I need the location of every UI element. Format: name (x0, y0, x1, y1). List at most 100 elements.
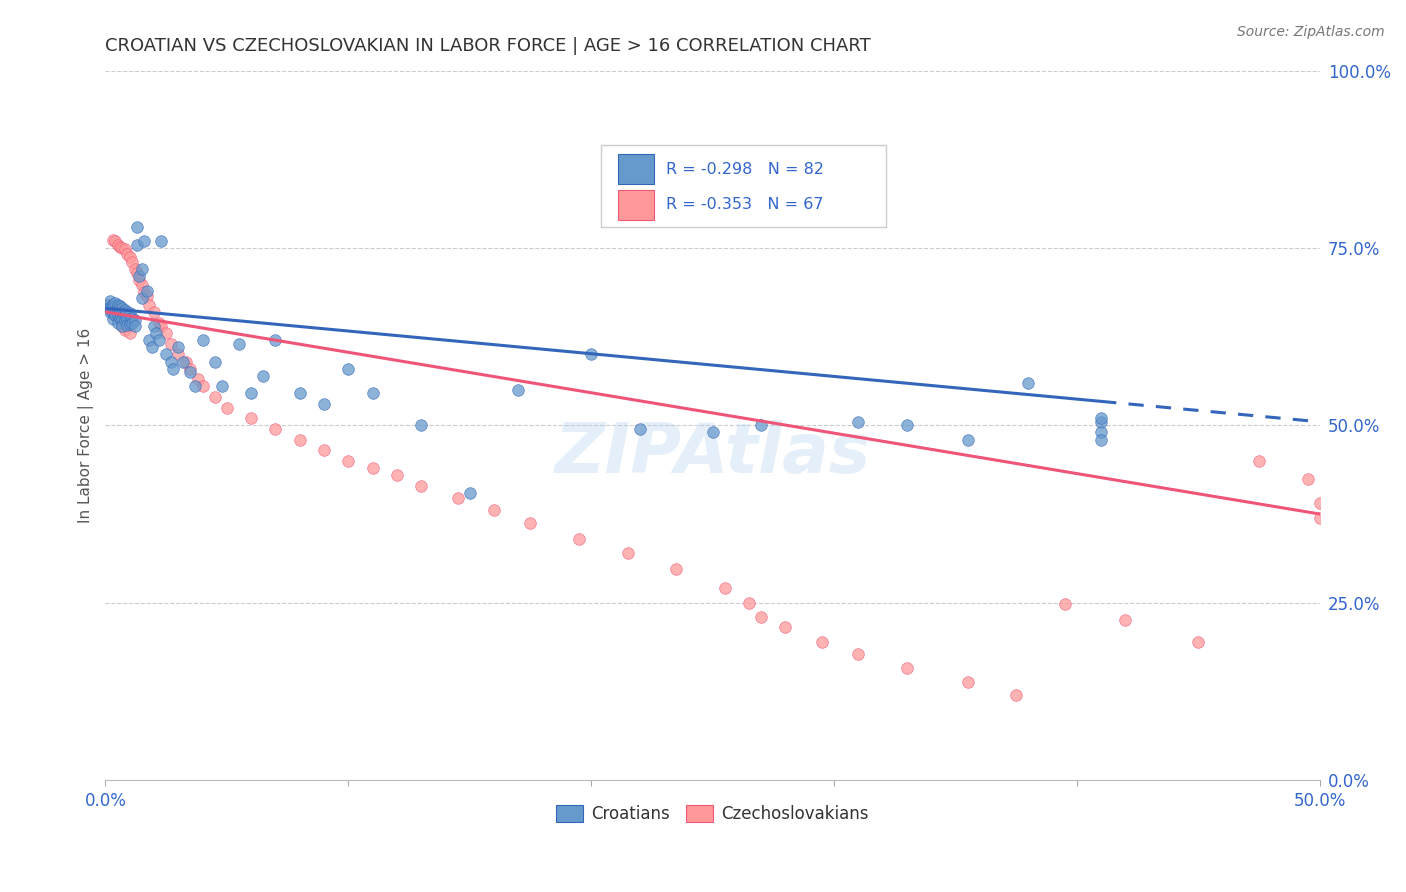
Point (749, 418, 772, 433)
FancyBboxPatch shape (617, 154, 654, 185)
Point (211, 379, 233, 393)
Point (1114, 613, 1136, 627)
Point (264, 422, 287, 436)
Point (155, 326, 177, 340)
Point (204, 354, 226, 368)
Point (1005, 688, 1028, 702)
Point (187, 372, 209, 386)
Point (409, 478, 432, 492)
Point (134, 285, 156, 299)
Point (1090, 425, 1112, 440)
Point (118, 306, 141, 320)
Point (288, 433, 311, 447)
Point (101, 301, 124, 316)
Point (191, 379, 214, 393)
Text: R = -0.353   N = 67: R = -0.353 N = 67 (666, 197, 824, 212)
Point (337, 454, 360, 468)
Point (101, 298, 124, 312)
Point (896, 661, 918, 675)
Point (846, 647, 869, 661)
Point (1296, 471, 1319, 485)
Point (167, 340, 190, 354)
Point (125, 266, 148, 280)
Point (121, 310, 143, 325)
Point (191, 333, 214, 347)
Point (118, 312, 141, 326)
Point (228, 336, 250, 351)
Point (337, 361, 360, 376)
Point (150, 234, 173, 248)
Point (131, 262, 153, 277)
Point (1053, 597, 1076, 611)
Point (125, 237, 148, 252)
Point (1247, 454, 1270, 468)
Point (118, 317, 141, 331)
Point (1017, 376, 1039, 390)
Point (160, 354, 183, 368)
Point (101, 312, 124, 326)
Point (616, 546, 638, 560)
Point (114, 309, 136, 323)
Point (101, 301, 124, 316)
Point (135, 289, 157, 303)
Point (167, 347, 190, 361)
Point (98, 294, 121, 309)
Point (519, 516, 541, 531)
Point (111, 319, 134, 334)
Point (115, 312, 138, 326)
Point (114, 243, 136, 257)
Point (160, 336, 183, 351)
Point (107, 302, 129, 317)
Point (361, 386, 384, 401)
Point (108, 313, 131, 327)
Point (107, 237, 129, 252)
Point (150, 319, 173, 334)
Point (174, 354, 197, 368)
Point (128, 273, 150, 287)
Point (118, 250, 141, 264)
Point (148, 316, 170, 330)
Point (148, 333, 170, 347)
Point (97, 298, 120, 312)
Point (108, 305, 131, 319)
Point (111, 306, 134, 320)
Point (172, 354, 194, 368)
Point (179, 361, 201, 376)
Point (101, 233, 124, 247)
Text: ZIPAtlas: ZIPAtlas (554, 420, 870, 487)
Point (114, 313, 136, 327)
Point (184, 379, 207, 393)
Point (1309, 496, 1331, 510)
Point (128, 269, 150, 284)
Point (775, 620, 797, 634)
Point (240, 386, 263, 401)
Point (108, 239, 131, 253)
Point (665, 561, 688, 575)
Point (111, 312, 134, 326)
Point (162, 361, 184, 376)
Point (114, 323, 136, 337)
Point (111, 301, 134, 316)
Point (288, 386, 311, 401)
Point (240, 411, 263, 425)
Point (738, 596, 761, 610)
Point (458, 485, 481, 500)
Point (115, 246, 138, 260)
Point (811, 634, 834, 648)
Point (97, 298, 120, 312)
Text: CROATIAN VS CZECHOSLOVAKIAN IN LABOR FORCE | AGE > 16 CORRELATION CHART: CROATIAN VS CZECHOSLOVAKIAN IN LABOR FOR… (105, 37, 872, 55)
Legend: Croatians, Czechoslovakians: Croatians, Czechoslovakians (550, 798, 876, 830)
Point (124, 313, 146, 327)
Point (141, 340, 163, 354)
Point (107, 298, 129, 312)
Point (1090, 433, 1112, 447)
Point (111, 319, 134, 334)
Point (1090, 411, 1112, 425)
Point (155, 347, 177, 361)
Point (104, 309, 127, 323)
Point (702, 425, 724, 440)
Point (446, 491, 468, 505)
Point (145, 326, 167, 340)
Point (104, 296, 127, 310)
FancyBboxPatch shape (600, 145, 886, 227)
